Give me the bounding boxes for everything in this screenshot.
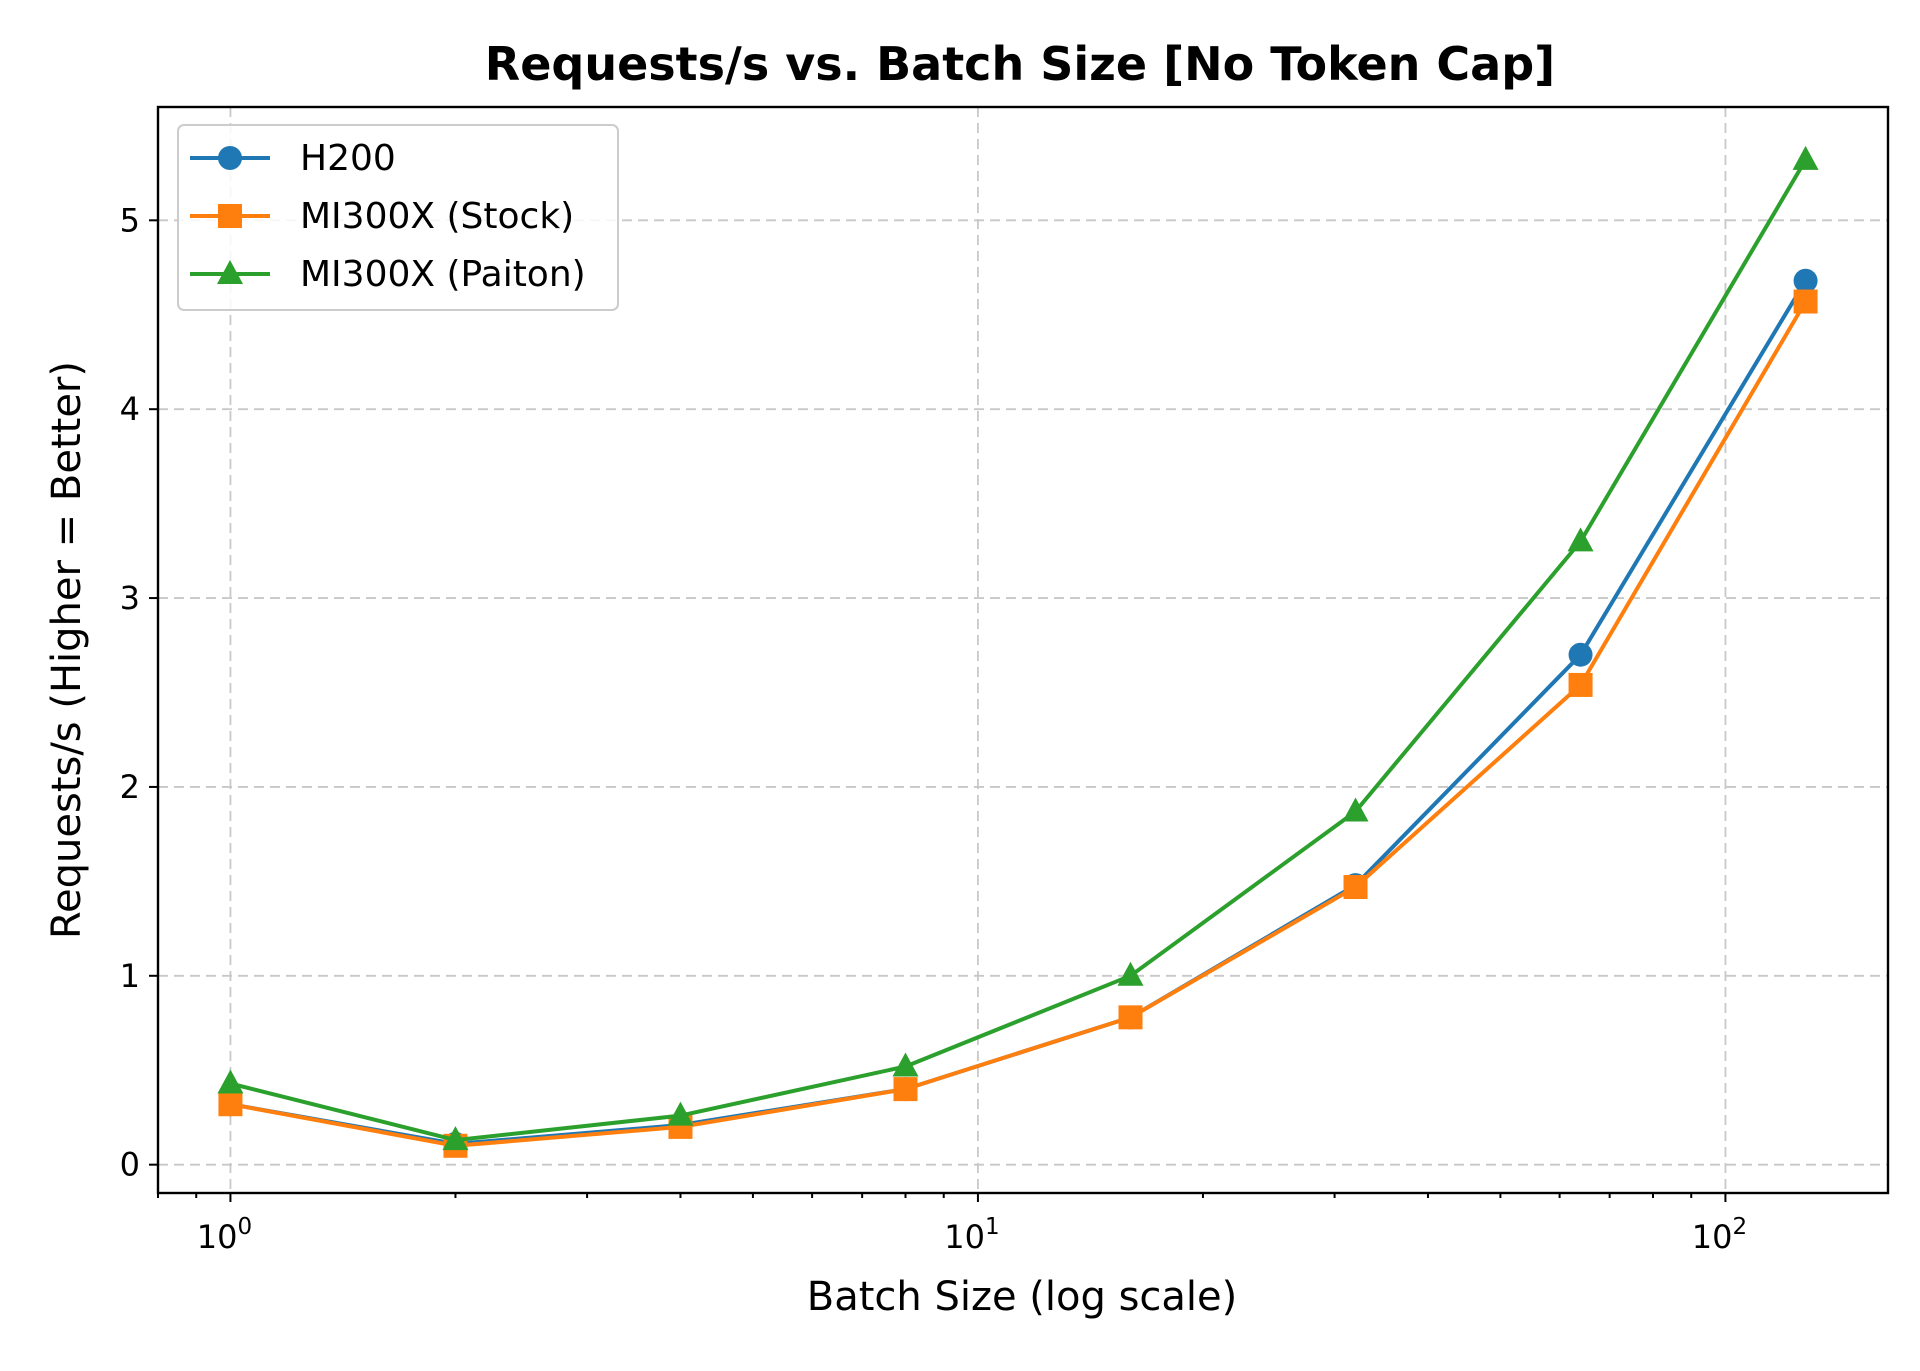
x-axis-label: Batch Size (log scale) xyxy=(807,1274,1238,1320)
y-tick-label: 4 xyxy=(120,390,140,428)
data-point-triangle xyxy=(1792,145,1819,170)
data-point-square xyxy=(1118,1005,1143,1030)
x-tick-label: 101 xyxy=(944,1214,999,1256)
plot-frame xyxy=(156,105,1890,1195)
data-point-triangle xyxy=(1117,961,1144,986)
x-tick-label: 100 xyxy=(197,1214,252,1256)
y-tick-label: 5 xyxy=(120,201,140,239)
y-tick-label: 2 xyxy=(120,768,140,806)
y-tick-label: 3 xyxy=(120,579,140,617)
y-tick-label: 1 xyxy=(120,957,140,995)
data-point-triangle xyxy=(667,1101,694,1126)
data-point-square xyxy=(218,1092,243,1117)
y-tick-label: 0 xyxy=(120,1146,140,1184)
series-line xyxy=(230,279,1808,1146)
data-point-square xyxy=(1343,875,1368,900)
data-point-circle xyxy=(218,146,242,170)
series-1 xyxy=(218,289,1818,1158)
data-point-triangle xyxy=(217,260,243,284)
legend-label: MI300X (Stock) xyxy=(300,196,574,237)
legend-entry: MI300X (Paiton) xyxy=(190,254,586,295)
legend-box xyxy=(177,124,619,311)
ticks-layer: 0 1 2 3 4 5 100 101 102 xyxy=(120,201,1747,1256)
data-point-square xyxy=(1568,672,1593,697)
y-axis-label: Requests/s (Higher = Better) xyxy=(44,361,90,939)
data-point-square xyxy=(218,204,242,228)
chart-title: Requests/s vs. Batch Size [No Token Cap] xyxy=(485,37,1555,91)
data-point-triangle xyxy=(442,1126,469,1151)
series-line xyxy=(230,300,1808,1148)
legend-entry: MI300X (Stock) xyxy=(190,196,574,237)
data-point-square xyxy=(1793,289,1818,314)
legend-label: MI300X (Paiton) xyxy=(300,254,586,295)
series-line xyxy=(229,158,1808,1143)
legend-label: H200 xyxy=(300,138,396,179)
data-point-triangle xyxy=(1342,797,1369,822)
data-point-triangle xyxy=(1567,527,1594,552)
data-point-circle xyxy=(1793,268,1818,293)
series-2 xyxy=(217,145,1819,1151)
data-point-circle xyxy=(1568,642,1593,667)
series-layer xyxy=(217,145,1819,1158)
legend-entry: H200 xyxy=(190,138,396,179)
data-point-triangle xyxy=(217,1069,244,1094)
data-point-triangle xyxy=(892,1052,919,1077)
x-tick-label: 102 xyxy=(1692,1214,1747,1256)
data-point-square xyxy=(893,1077,918,1102)
legend: H200 MI300X (Stock) MI300X (Paiton) xyxy=(177,124,619,311)
